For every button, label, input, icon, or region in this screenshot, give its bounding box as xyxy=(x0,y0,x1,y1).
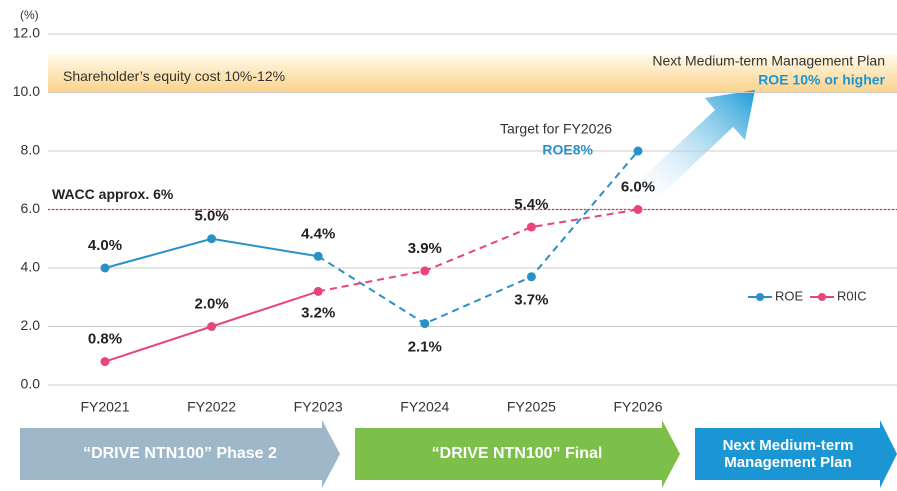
point xyxy=(313,251,323,261)
y-tick-label: 8.0 xyxy=(21,142,41,158)
phase-label: “DRIVE NTN100” Phase 2 xyxy=(83,445,277,462)
y-tick-label: 2.0 xyxy=(21,317,41,333)
reference-label: WACC approx. 6% xyxy=(52,186,174,202)
data-label: 2.1% xyxy=(408,339,442,356)
data-label: 3.2% xyxy=(301,304,335,321)
x-tick-label: FY2026 xyxy=(613,399,662,415)
point xyxy=(633,205,643,214)
data-label: 3.7% xyxy=(514,292,548,309)
point xyxy=(526,222,536,232)
phase-arrow xyxy=(355,420,680,488)
y-tick-label: 4.0 xyxy=(21,259,41,275)
legend-swatch xyxy=(818,293,826,301)
plan-arrow xyxy=(640,90,755,196)
legend-label: R0IC xyxy=(837,288,867,303)
point xyxy=(207,234,217,244)
point xyxy=(100,263,110,273)
data-label: 0.8% xyxy=(88,331,122,348)
line xyxy=(318,208,639,293)
phase-arrow xyxy=(695,420,897,488)
annotation: ROE 10% or higher xyxy=(758,72,885,88)
phase-arrow xyxy=(20,420,340,488)
annotation: Next Medium-term Management Plan xyxy=(652,53,885,69)
point xyxy=(420,319,430,329)
legend-label: ROE xyxy=(775,288,804,303)
annotation: Target for FY2026 xyxy=(500,121,612,137)
band xyxy=(48,54,897,93)
x-tick-label: FY2025 xyxy=(507,399,556,415)
line xyxy=(317,150,639,325)
x-tick-label: FY2021 xyxy=(80,399,129,415)
data-label: 2.0% xyxy=(194,295,228,312)
data-label: 5.0% xyxy=(194,208,228,225)
phase-label: Next Medium-term Management Plan xyxy=(723,437,854,471)
data-label: 3.9% xyxy=(408,240,442,257)
point xyxy=(526,272,536,282)
legend-swatch xyxy=(756,293,764,301)
x-tick-label: FY2023 xyxy=(294,399,343,415)
point xyxy=(313,286,323,296)
point xyxy=(633,146,643,156)
band-label: Shareholder’s equity cost 10%-12% xyxy=(63,68,285,84)
point xyxy=(100,357,110,367)
data-label: 6.0% xyxy=(621,178,655,195)
y-tick-label: 0.0 xyxy=(21,376,41,392)
data-label: 4.0% xyxy=(88,237,122,254)
data-label: 5.4% xyxy=(514,196,548,213)
y-tick-label: 10.0 xyxy=(13,83,40,99)
data-label: 4.4% xyxy=(301,225,335,242)
y-unit: (%) xyxy=(20,8,39,22)
x-tick-label: FY2024 xyxy=(400,399,449,415)
y-tick-label: 12.0 xyxy=(13,25,40,41)
y-tick-label: 6.0 xyxy=(21,200,41,216)
x-tick-label: FY2022 xyxy=(187,399,236,415)
point xyxy=(420,266,430,276)
phase-label: “DRIVE NTN100” Final xyxy=(432,445,603,462)
data-label: ROE8% xyxy=(542,142,593,158)
point xyxy=(207,322,217,331)
